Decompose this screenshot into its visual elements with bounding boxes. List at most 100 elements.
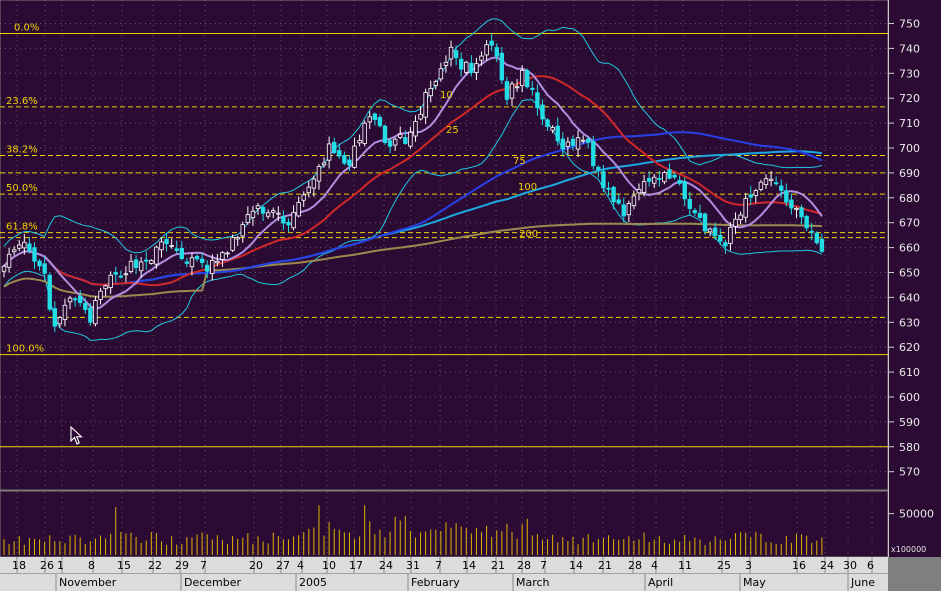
- y-tick-label: 610: [899, 366, 920, 379]
- corner-box: [888, 557, 941, 591]
- x-tick-label: 10: [322, 559, 336, 572]
- candle-body: [738, 214, 743, 220]
- candle-body: [616, 199, 621, 204]
- candle-body: [413, 121, 418, 137]
- candle-body: [692, 210, 698, 214]
- candle-body: [753, 190, 759, 196]
- x-tick-label: 7: [540, 559, 547, 572]
- fib-level-label: 0.0%: [14, 22, 39, 33]
- x-tick-label: 22: [148, 559, 162, 572]
- candle-body: [311, 178, 317, 189]
- candle-body: [408, 131, 413, 147]
- bollinger-lower-band: [3, 99, 823, 341]
- candle-body: [88, 307, 93, 323]
- fib-level-label: 50.0%: [6, 183, 38, 194]
- candle-body: [230, 237, 235, 251]
- candle-body: [702, 213, 708, 232]
- candle-body: [677, 179, 682, 184]
- candle-body: [570, 138, 576, 146]
- ma-10-label: 10: [440, 90, 453, 101]
- candle-body: [271, 210, 276, 213]
- ma-200-label: 200: [519, 229, 538, 240]
- candle-body: [83, 303, 88, 310]
- volume-tick-label: 50000: [899, 508, 934, 521]
- month-label: April: [648, 576, 673, 589]
- candle-body: [819, 238, 825, 252]
- candle-body: [199, 258, 205, 263]
- y-tick-label: 590: [899, 416, 920, 429]
- candle-body: [631, 195, 637, 207]
- candle-body: [672, 174, 677, 178]
- candle-body: [240, 224, 245, 237]
- x-tick-label: 14: [569, 559, 583, 572]
- candle-body: [144, 259, 149, 262]
- month-label: June: [850, 576, 875, 589]
- candle-body: [560, 138, 565, 150]
- x-tick-label: 6: [867, 559, 874, 572]
- x-tick-label: 24: [820, 559, 834, 572]
- x-tick-label: 17: [349, 559, 363, 572]
- bollinger-upper-band: [3, 18, 823, 254]
- x-tick-label: 15: [117, 559, 131, 572]
- candle-body: [184, 261, 190, 264]
- month-label: November: [59, 576, 117, 589]
- candle-body: [601, 171, 606, 189]
- month-label: May: [743, 576, 766, 589]
- candle-body: [687, 199, 692, 209]
- candle-body: [286, 221, 291, 226]
- x-tick-label: 11: [678, 559, 692, 572]
- candle-body: [57, 317, 63, 325]
- candle-body: [27, 243, 32, 252]
- candle-body: [433, 81, 438, 86]
- candle-body: [301, 194, 306, 201]
- candle-body: [17, 244, 22, 249]
- y-tick-label: 740: [899, 42, 920, 55]
- candle-body: [367, 116, 372, 123]
- candle-body: [281, 216, 286, 224]
- x-tick-label: 26: [40, 559, 54, 572]
- candle-body: [113, 272, 118, 275]
- candle-body: [362, 122, 367, 144]
- candle-body: [169, 245, 174, 247]
- fib-level-label: 100.0%: [6, 344, 44, 355]
- candle-body: [210, 259, 215, 274]
- candle-body: [93, 300, 98, 325]
- candle-body: [580, 139, 586, 142]
- candle-body: [331, 141, 337, 154]
- y-tick-label: 730: [899, 67, 920, 80]
- candle-body: [768, 178, 774, 181]
- y-tick-label: 690: [899, 167, 920, 180]
- x-tick-label: 16: [792, 559, 806, 572]
- candle-body: [276, 212, 281, 215]
- candle-body: [469, 62, 474, 73]
- candle-body: [555, 125, 560, 142]
- candle-body: [265, 212, 271, 217]
- x-tick-label: 21: [598, 559, 612, 572]
- candle-body: [514, 86, 520, 89]
- candle-body: [657, 178, 662, 180]
- candle-body: [464, 61, 469, 73]
- candle-body: [525, 70, 530, 88]
- candle-body: [321, 162, 327, 166]
- candle-body: [123, 273, 129, 276]
- candle-body: [6, 253, 12, 268]
- x-tick-label: 3: [745, 559, 752, 572]
- candle-body: [179, 247, 184, 259]
- x-tick-label: 14: [462, 559, 476, 572]
- x-tick-label: 8: [88, 559, 95, 572]
- candle-body: [428, 87, 433, 97]
- y-tick-label: 670: [899, 217, 920, 230]
- candle-body: [62, 304, 68, 320]
- candle-body: [357, 140, 362, 144]
- candle-body: [291, 212, 296, 229]
- candle-body: [154, 246, 159, 265]
- candle-body: [296, 202, 301, 217]
- price-axis-panel: [889, 0, 941, 557]
- y-tick-label: 600: [899, 391, 920, 404]
- candle-body: [235, 237, 240, 240]
- candle-body: [606, 187, 611, 190]
- x-tick-label: 4: [297, 559, 304, 572]
- y-tick-label: 630: [899, 316, 920, 329]
